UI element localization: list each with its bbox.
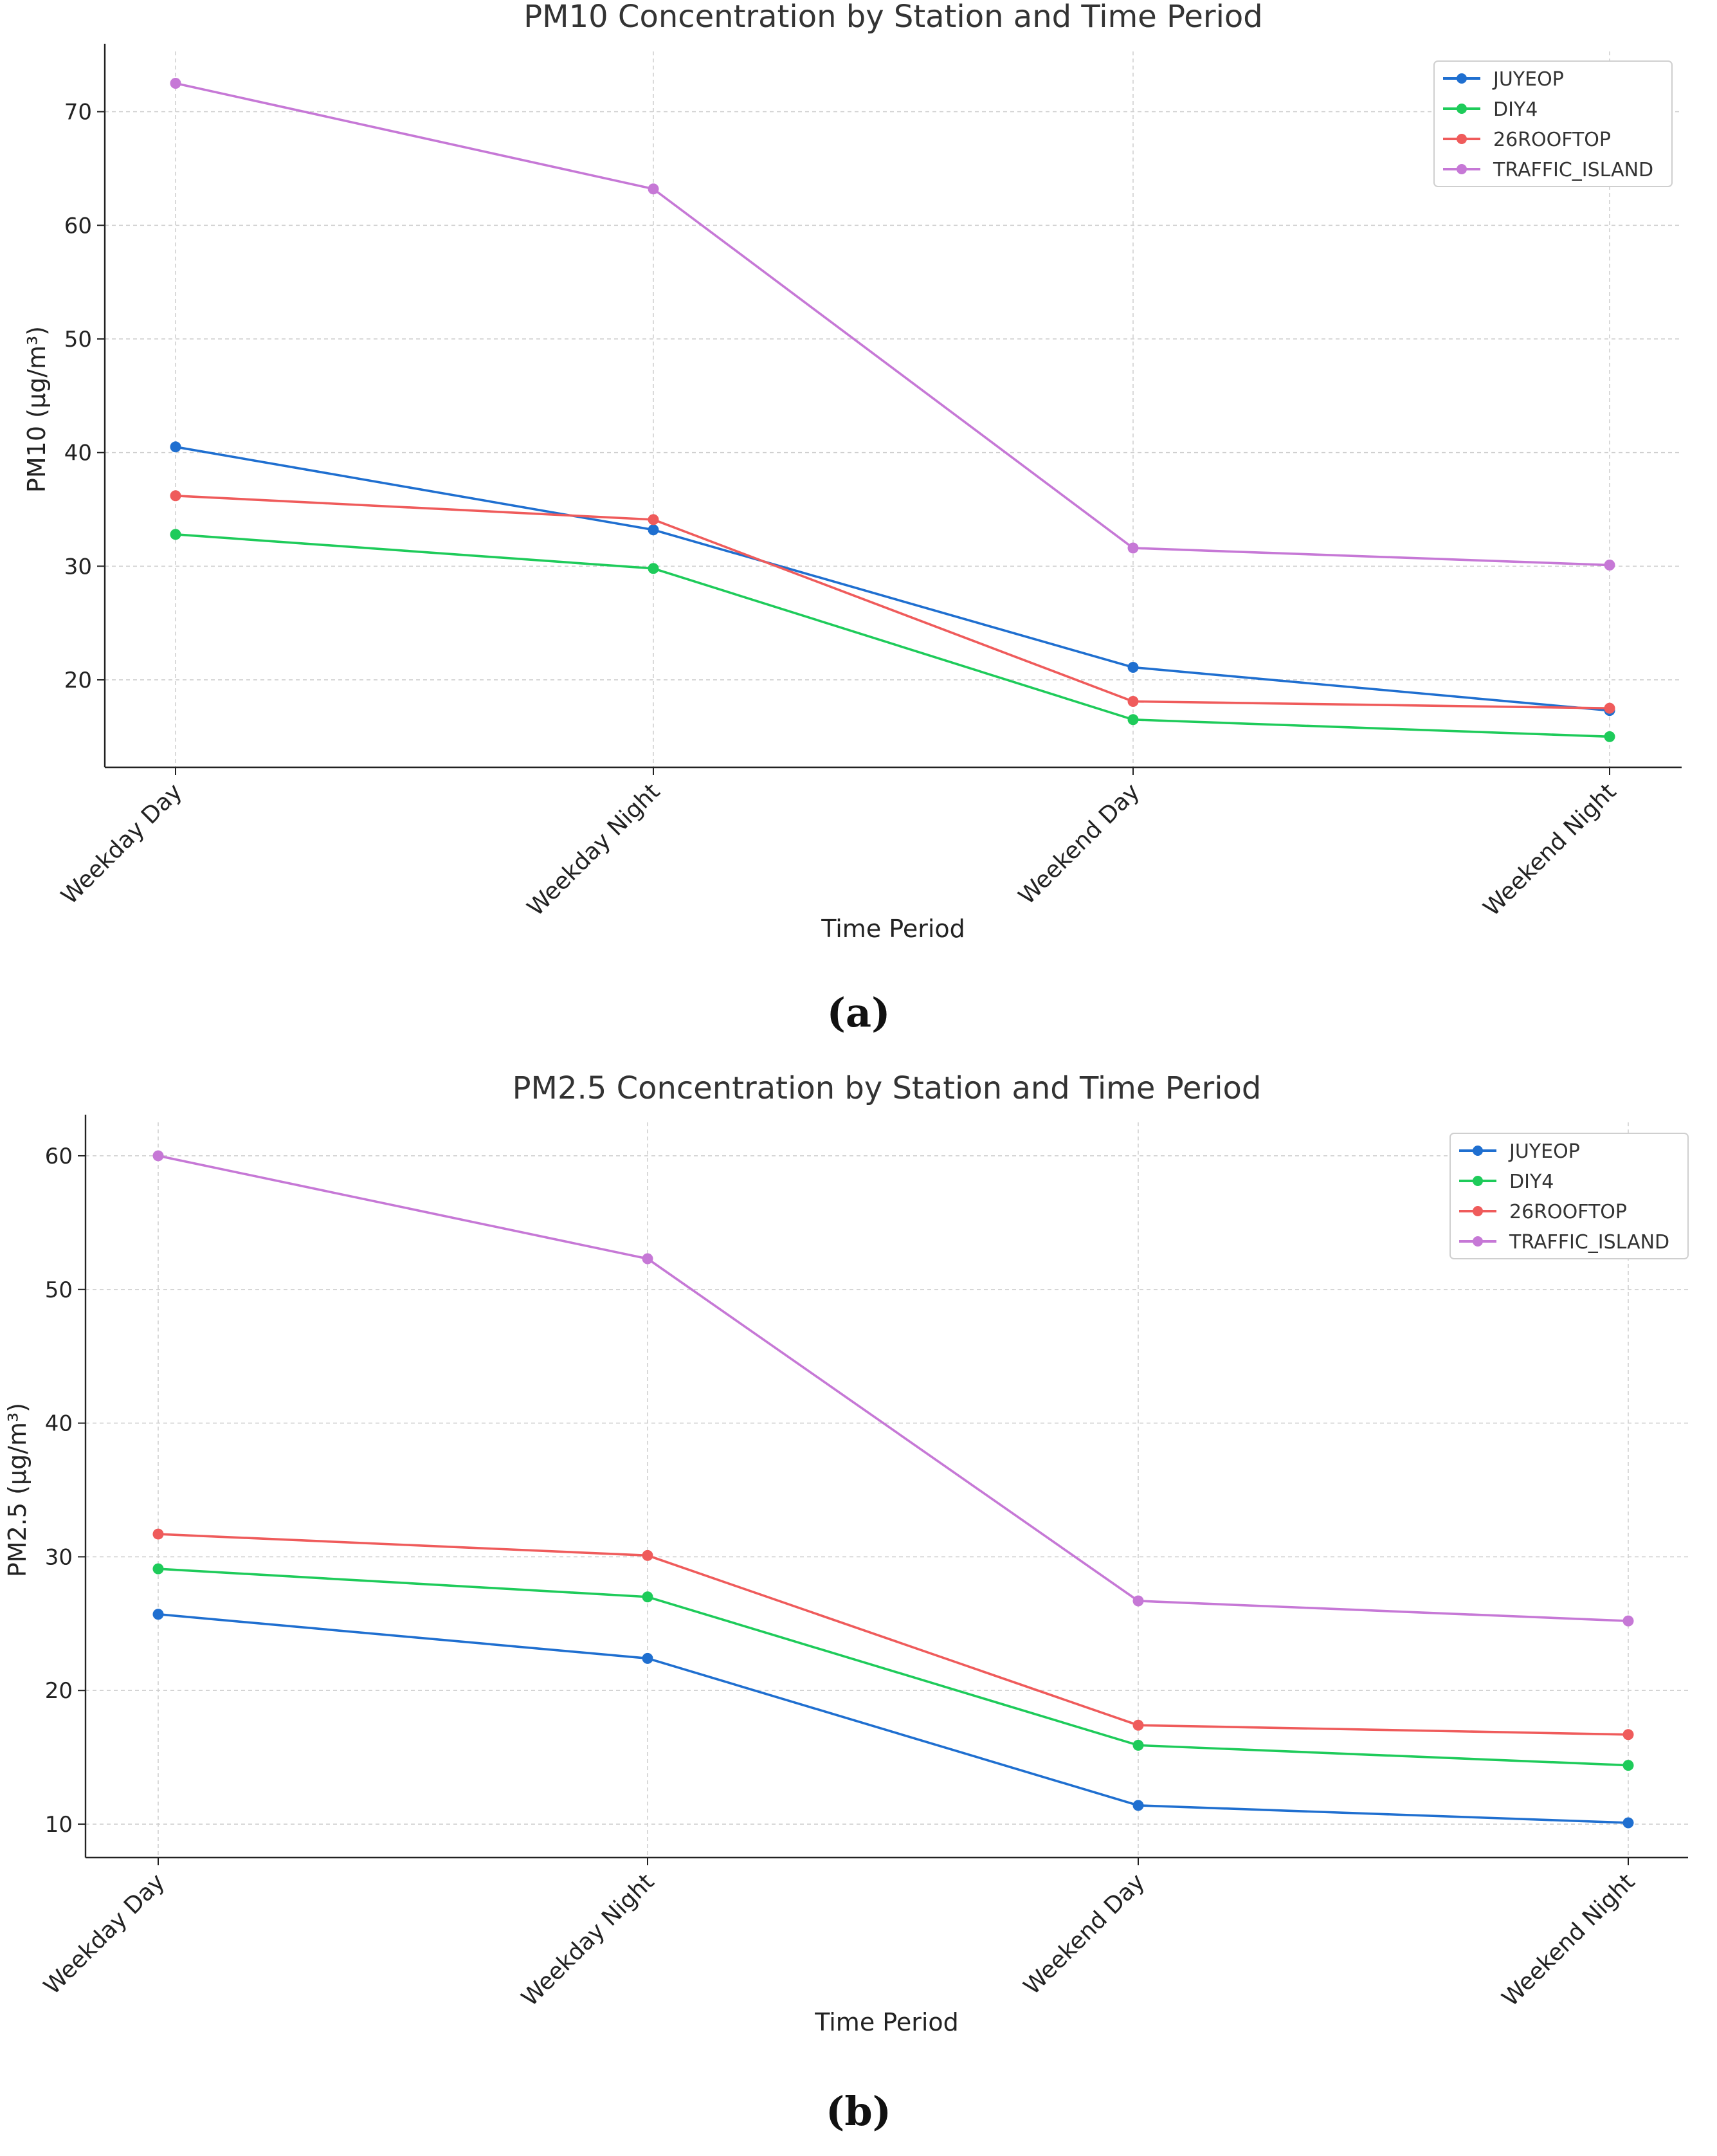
legend-marker-juyeop — [1473, 1146, 1483, 1156]
x-tick-label-weekend-day: Weekend Day — [1019, 1868, 1150, 2000]
data-point-diy4-weekend-day — [1132, 1739, 1144, 1751]
series-diy4 — [170, 529, 1615, 742]
x-tick-label-weekday-night: Weekday Night — [522, 778, 665, 921]
y-tick-label: 60 — [45, 1144, 73, 1169]
data-point-diy4-weekday-night — [642, 1591, 653, 1603]
x-tick-label-weekday-night: Weekday Night — [516, 1868, 659, 2011]
legend-label-juyeop: JUYEOP — [1492, 68, 1564, 91]
data-point-traffic-island-weekday-night — [648, 183, 659, 195]
series-line-26rooftop — [158, 1533, 1629, 1736]
y-tick-label: 30 — [45, 1544, 73, 1570]
x-axis-label: Time Period — [821, 915, 965, 943]
data-point-diy4-weekend-day — [1127, 714, 1139, 726]
series-line-diy4 — [175, 533, 1610, 738]
chart-title: PM2.5 Concentration by Station and Time … — [513, 1070, 1262, 1106]
data-point-26rooftop-weekday-day — [170, 490, 181, 502]
data-point-juyeop-weekday-night — [642, 1652, 653, 1664]
x-tick-label-weekend-day: Weekend Day — [1013, 778, 1145, 909]
y-tick-label: 20 — [64, 668, 92, 693]
legend-box — [1449, 1133, 1689, 1259]
y-tick-label: 10 — [45, 1812, 73, 1838]
data-point-traffic-island-weekday-day — [170, 77, 181, 89]
data-point-diy4-weekend-night — [1604, 731, 1615, 742]
data-point-26rooftop-weekend-day — [1127, 696, 1139, 708]
legend-marker-diy4 — [1457, 104, 1467, 114]
legend-marker-traffic-island — [1473, 1236, 1483, 1247]
data-point-26rooftop-weekend-night — [1622, 1729, 1634, 1740]
x-tick-label-weekday-day: Weekday Day — [39, 1868, 170, 2000]
data-point-traffic-island-weekday-night — [642, 1253, 653, 1265]
data-point-traffic-island-weekend-night — [1604, 560, 1615, 571]
y-tick-label: 30 — [64, 554, 92, 580]
legend-label-traffic-island: TRAFFIC_ISLAND — [1493, 159, 1653, 181]
x-axis-label: Time Period — [814, 2008, 959, 2036]
legend: JUYEOP DIY4 26ROOFTOP TRAFFIC_ISLAND — [1433, 60, 1673, 187]
y-tick-label: 70 — [64, 100, 92, 125]
data-point-diy4-weekday-day — [170, 529, 181, 540]
x-tick-label-weekend-night: Weekend Night — [1478, 778, 1621, 921]
data-point-juyeop-weekend-day — [1132, 1800, 1144, 1811]
y-tick-label: 50 — [45, 1277, 73, 1303]
chart-a-pm10: 20 30 40 50 60 70 Weekday Day Weekday Night Week… — [23, 0, 1682, 1036]
legend: JUYEOP DIY4 26ROOFTOP TRAFFIC_ISLAND — [1449, 1133, 1689, 1259]
series-juyeop — [170, 441, 1615, 717]
legend-label-traffic-island: TRAFFIC_ISLAND — [1509, 1231, 1669, 1254]
legend-marker-diy4 — [1473, 1176, 1483, 1186]
data-point-traffic-island-weekday-day — [152, 1150, 164, 1162]
panel-label: (a) — [827, 989, 891, 1036]
legend-marker-26rooftop — [1473, 1206, 1483, 1216]
data-point-juyeop-weekend-day — [1127, 662, 1139, 673]
chart-title: PM10 Concentration by Station and Time P… — [523, 0, 1263, 35]
x-tick-label-weekday-day: Weekday Day — [56, 778, 187, 909]
y-tick-label: 40 — [45, 1411, 73, 1437]
y-tick-label: 20 — [45, 1678, 73, 1704]
y-axis-label: PM10 (µg/m³) — [23, 326, 51, 493]
y-tick-label: 40 — [64, 441, 92, 466]
y-tick-label: 60 — [64, 213, 92, 239]
legend-label-juyeop: JUYEOP — [1508, 1140, 1580, 1163]
legend-marker-traffic-island — [1457, 164, 1467, 174]
legend-marker-juyeop — [1457, 73, 1467, 84]
legend-box — [1433, 60, 1673, 187]
series-line-juyeop — [175, 446, 1610, 712]
series-26rooftop — [152, 1528, 1634, 1740]
x-tick-label-weekend-night: Weekend Night — [1497, 1868, 1640, 2011]
series-line-traffic-island — [158, 1155, 1629, 1622]
series-traffic-island — [152, 1150, 1634, 1627]
series-diy4 — [152, 1563, 1634, 1771]
series-traffic-island — [170, 77, 1615, 571]
data-point-26rooftop-weekday-day — [152, 1528, 164, 1540]
series-line-juyeop — [158, 1612, 1629, 1824]
data-point-juyeop-weekday-day — [170, 441, 181, 453]
data-point-traffic-island-weekend-night — [1622, 1615, 1634, 1627]
legend-label-diy4: DIY4 — [1509, 1171, 1554, 1193]
data-point-juyeop-weekday-night — [648, 524, 659, 536]
data-point-26rooftop-weekend-day — [1132, 1719, 1144, 1731]
data-point-traffic-island-weekend-day — [1127, 542, 1139, 554]
data-point-juyeop-weekday-day — [152, 1609, 164, 1620]
legend-label-diy4: DIY4 — [1493, 98, 1538, 121]
legend-label-26rooftop: 26ROOFTOP — [1509, 1201, 1627, 1223]
panel-label: (b) — [826, 2088, 891, 2135]
legend-label-26rooftop: 26ROOFTOP — [1493, 129, 1611, 151]
data-point-diy4-weekday-night — [648, 563, 659, 574]
data-point-26rooftop-weekend-night — [1604, 702, 1615, 714]
data-point-diy4-weekend-night — [1622, 1760, 1634, 1771]
data-point-26rooftop-weekday-night — [642, 1549, 653, 1561]
series-juyeop — [152, 1609, 1634, 1829]
y-axis-label: PM2.5 (µg/m³) — [3, 1403, 32, 1577]
series-line-diy4 — [158, 1567, 1629, 1767]
chart-b-pm25: 10 20 30 40 50 60 Weekday Day Weekday Night Week… — [3, 1070, 1689, 2135]
data-point-traffic-island-weekend-day — [1132, 1595, 1144, 1607]
data-point-diy4-weekday-day — [152, 1563, 164, 1575]
y-tick-label: 50 — [64, 327, 92, 352]
data-point-juyeop-weekend-night — [1622, 1817, 1634, 1829]
series-26rooftop — [170, 490, 1615, 714]
data-point-26rooftop-weekday-night — [648, 514, 659, 525]
series-line-traffic-island — [175, 82, 1610, 567]
series-line-26rooftop — [175, 494, 1610, 709]
legend-marker-26rooftop — [1457, 134, 1467, 144]
